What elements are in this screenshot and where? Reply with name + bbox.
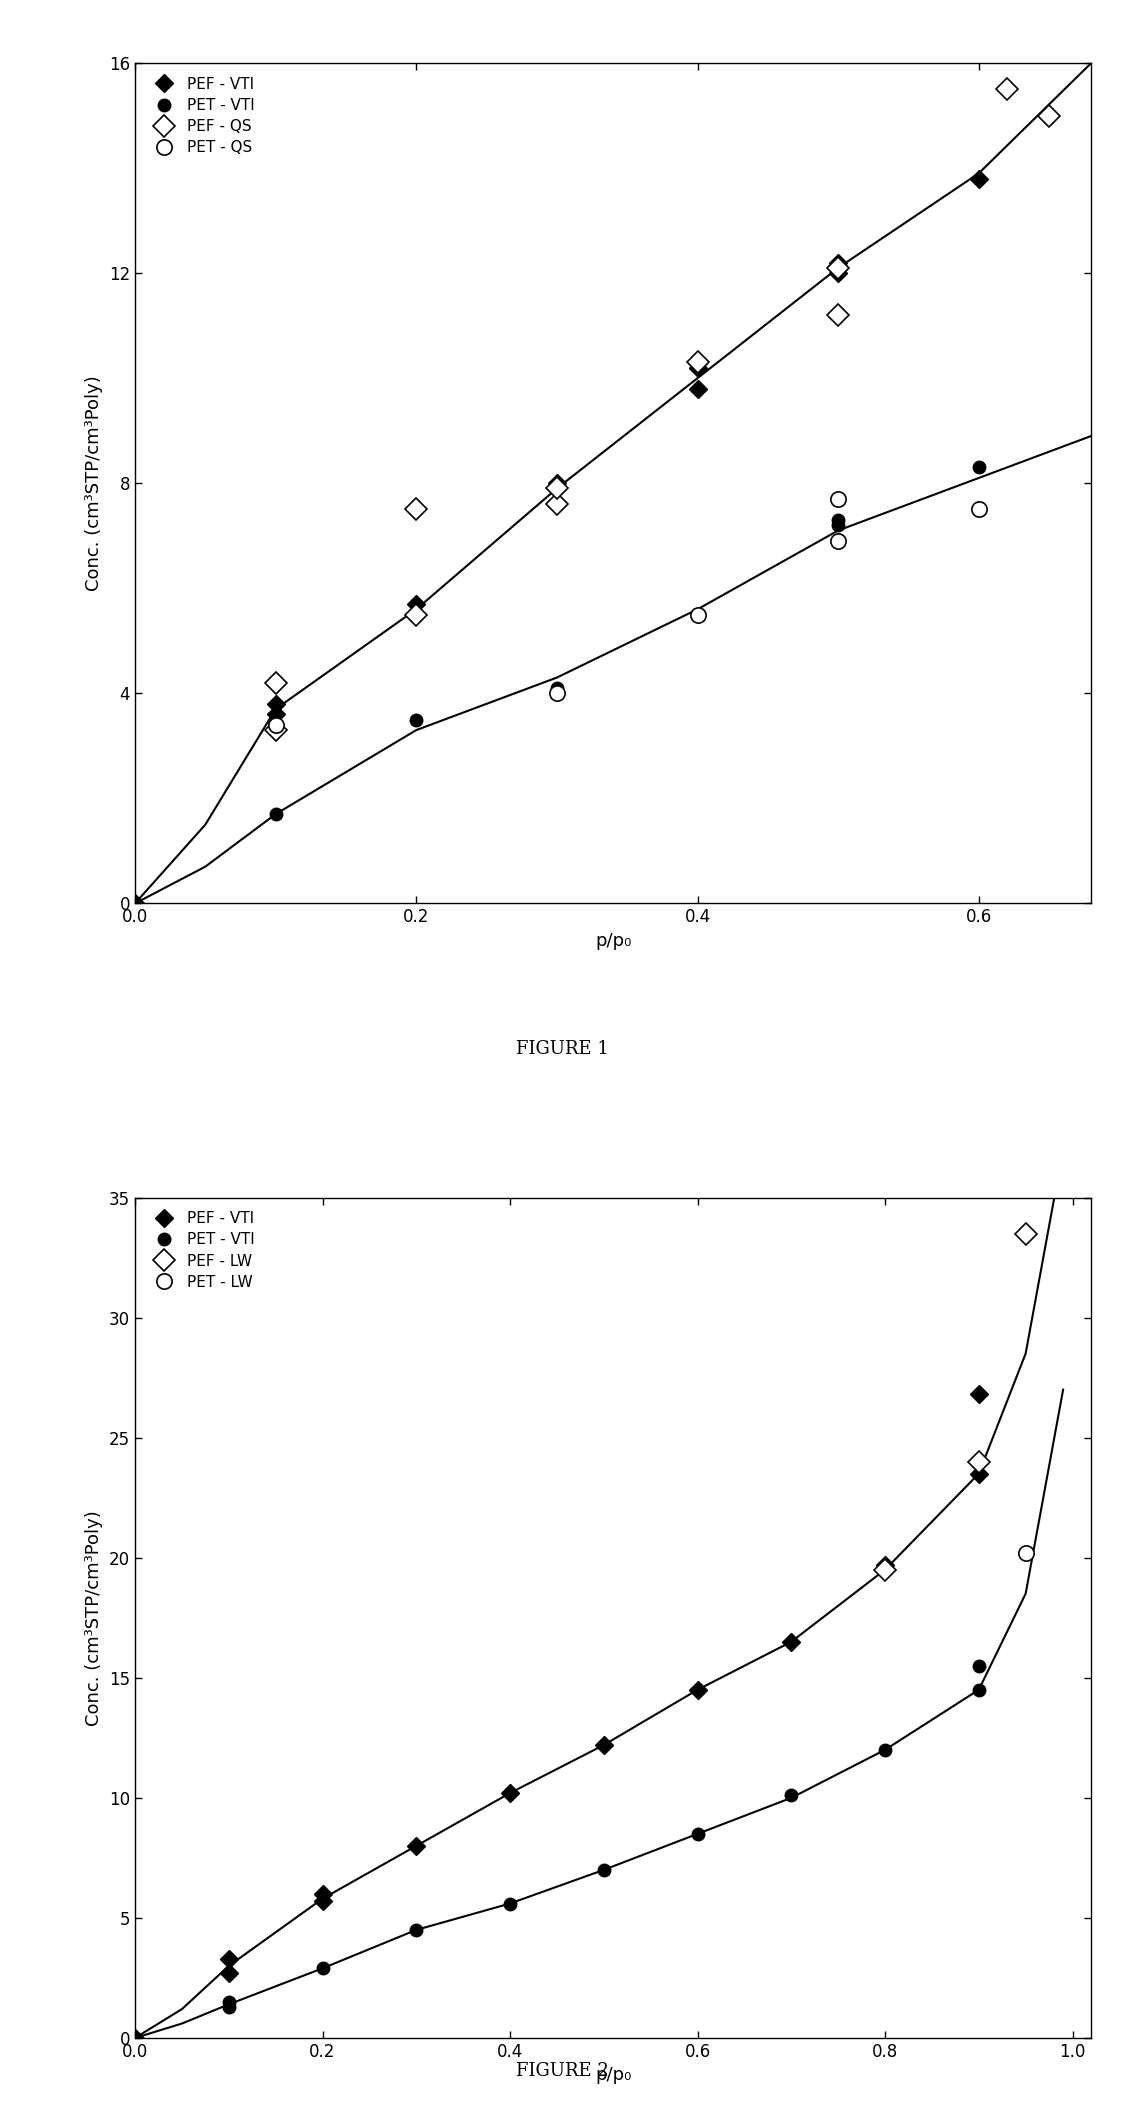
- PET - QS: [691, 601, 704, 626]
- PET - VTI: [222, 1994, 235, 2019]
- PEF - VTI: [831, 250, 845, 275]
- PET - VTI: [269, 800, 282, 826]
- PEF - QS: [550, 475, 564, 500]
- PET - VTI: [503, 1891, 516, 1916]
- PET - VTI: [316, 1956, 330, 1981]
- Line: PEF - LW: PEF - LW: [878, 1227, 1033, 1578]
- PEF - VTI: [128, 891, 142, 916]
- PEF - VTI: [972, 1382, 986, 1408]
- PEF - VTI: [691, 355, 704, 380]
- PET - VTI: [972, 454, 986, 479]
- X-axis label: p/p₀: p/p₀: [595, 2067, 631, 2084]
- PET - VTI: [879, 1738, 892, 1763]
- Legend: PEF - VTI, PET - VTI, PEF - LW, PET - LW: PEF - VTI, PET - VTI, PEF - LW, PET - LW: [143, 1206, 261, 1296]
- PEF - LW: [972, 1450, 986, 1475]
- PET - VTI: [691, 601, 704, 626]
- PET - VTI: [222, 1990, 235, 2015]
- PET - VTI: [831, 508, 845, 534]
- PET - VTI: [550, 677, 564, 702]
- PEF - VTI: [691, 1677, 704, 1702]
- Text: FIGURE 2: FIGURE 2: [516, 2061, 609, 2080]
- Line: PET - VTI: PET - VTI: [128, 462, 986, 910]
- PEF - QS: [1000, 78, 1014, 103]
- PEF - LW: [879, 1557, 892, 1582]
- PEF - VTI: [691, 376, 704, 401]
- Line: PET - QS: PET - QS: [268, 492, 987, 733]
- Y-axis label: Conc. (cm³STP/cm³Poly): Conc. (cm³STP/cm³Poly): [86, 1511, 104, 1725]
- PEF - VTI: [128, 2025, 142, 2051]
- PEF - VTI: [316, 1880, 330, 1906]
- Y-axis label: Conc. (cm³STP/cm³Poly): Conc. (cm³STP/cm³Poly): [86, 376, 104, 590]
- Line: PET - VTI: PET - VTI: [128, 1660, 986, 2044]
- PET - VTI: [128, 2025, 142, 2051]
- PEF - VTI: [879, 1553, 892, 1578]
- PEF - QS: [1042, 103, 1055, 128]
- Legend: PEF - VTI, PET - VTI, PEF - QS, PET - QS: PEF - VTI, PET - VTI, PEF - QS, PET - QS: [143, 71, 261, 162]
- PEF - VTI: [597, 1733, 611, 1759]
- PEF - VTI: [784, 1628, 798, 1653]
- PEF - VTI: [316, 1889, 330, 1914]
- Line: PEF - VTI: PEF - VTI: [128, 172, 986, 910]
- PET - QS: [831, 527, 845, 553]
- PET - VTI: [972, 1653, 986, 1679]
- PET - VTI: [972, 1677, 986, 1702]
- PET - VTI: [410, 706, 423, 731]
- PEF - VTI: [222, 1960, 235, 1985]
- PET - VTI: [831, 513, 845, 538]
- PEF - VTI: [503, 1780, 516, 1805]
- Line: PEF - QS: PEF - QS: [268, 82, 1056, 737]
- PEF - QS: [269, 716, 282, 742]
- PEF - QS: [269, 670, 282, 695]
- PEF - QS: [410, 601, 423, 626]
- PEF - VTI: [972, 1460, 986, 1485]
- PEF - LW: [1019, 1221, 1033, 1246]
- PEF - VTI: [410, 592, 423, 618]
- Text: FIGURE 1: FIGURE 1: [516, 1040, 609, 1059]
- PET - QS: [269, 712, 282, 737]
- PEF - QS: [691, 349, 704, 374]
- PEF - VTI: [831, 261, 845, 286]
- PEF - VTI: [972, 166, 986, 191]
- PEF - QS: [410, 496, 423, 521]
- PET - VTI: [128, 891, 142, 916]
- X-axis label: p/p₀: p/p₀: [595, 933, 631, 950]
- PET - VTI: [691, 1822, 704, 1847]
- PEF - QS: [831, 256, 845, 282]
- PET - QS: [972, 496, 986, 521]
- PET - QS: [831, 487, 845, 513]
- PET - VTI: [597, 1857, 611, 1882]
- PEF - VTI: [410, 1834, 423, 1859]
- PEF - QS: [550, 492, 564, 517]
- PET - VTI: [410, 1918, 423, 1943]
- PEF - VTI: [550, 471, 564, 496]
- PEF - VTI: [222, 1946, 235, 1971]
- PEF - QS: [831, 303, 845, 328]
- Line: PEF - VTI: PEF - VTI: [128, 1389, 986, 2044]
- PEF - VTI: [269, 702, 282, 727]
- PEF - VTI: [269, 691, 282, 716]
- PET - QS: [550, 681, 564, 706]
- PET - VTI: [784, 1784, 798, 1809]
